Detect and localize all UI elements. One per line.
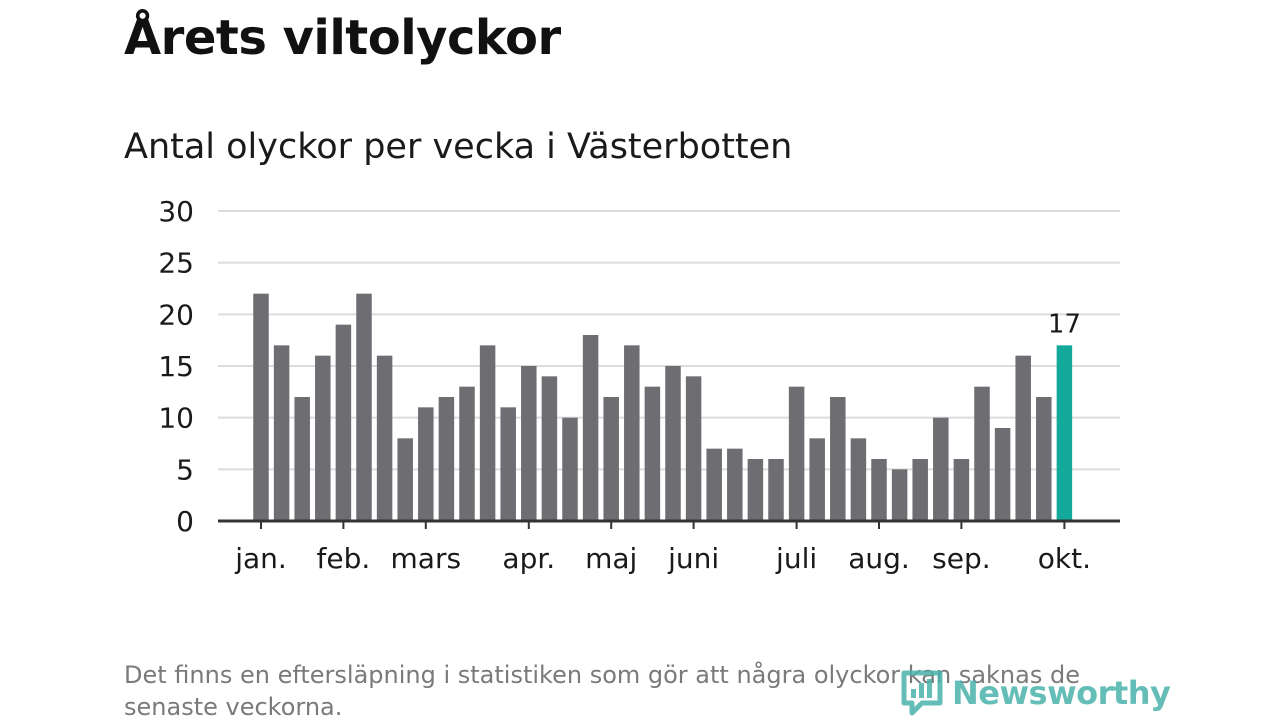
bar xyxy=(624,345,640,521)
bar xyxy=(788,386,805,521)
bar xyxy=(974,386,990,521)
bar xyxy=(706,448,722,521)
newsworthy-logo: Newsworthy xyxy=(900,668,1171,718)
bar xyxy=(644,386,661,521)
x-tick-label: feb. xyxy=(317,542,371,575)
bar xyxy=(1036,397,1052,521)
x-tick-label: okt. xyxy=(1038,542,1091,575)
bar xyxy=(685,376,702,521)
bar xyxy=(562,417,578,521)
y-tick-label-15: 15 xyxy=(158,350,194,383)
y-tick-label-0: 0 xyxy=(176,505,194,538)
bar xyxy=(768,459,784,521)
bar xyxy=(500,407,516,521)
bar xyxy=(479,345,496,521)
bar xyxy=(356,293,372,521)
x-tick-label: maj xyxy=(585,542,637,575)
bar xyxy=(438,397,455,521)
chart-subtitle: Antal olyckor per vecka i Västerbotten xyxy=(124,127,793,167)
bar xyxy=(933,417,949,521)
bar xyxy=(747,459,764,521)
x-tick-label: mars xyxy=(391,542,462,575)
bar xyxy=(582,335,599,521)
bar xyxy=(665,366,681,521)
bar-highlight xyxy=(1056,345,1073,521)
bar xyxy=(830,397,846,521)
x-tick-label: jan. xyxy=(234,542,287,575)
bar xyxy=(912,459,928,521)
page-title: Årets viltolyckor xyxy=(124,10,561,66)
bar xyxy=(994,428,1011,521)
bar xyxy=(397,438,413,521)
y-tick-label-10: 10 xyxy=(158,402,194,435)
bar xyxy=(727,448,743,521)
bar xyxy=(891,469,908,521)
bar xyxy=(809,438,825,521)
y-tick-label-20: 20 xyxy=(158,298,194,331)
x-tick-label: sep. xyxy=(932,542,991,575)
x-tick-label: apr. xyxy=(502,542,555,575)
bar xyxy=(541,376,558,521)
x-tick-label: juni xyxy=(667,542,719,575)
bar xyxy=(376,355,393,521)
bar xyxy=(953,459,970,521)
y-tick-label-30: 30 xyxy=(158,195,194,228)
y-tick-label-25: 25 xyxy=(158,247,194,280)
logo-text: Newsworthy xyxy=(952,674,1171,712)
newsworthy-logo-icon xyxy=(901,670,943,716)
bar xyxy=(294,397,310,521)
bar xyxy=(418,407,434,521)
bar xyxy=(315,355,331,521)
bar xyxy=(459,386,475,521)
bar xyxy=(273,345,290,521)
x-tick-label: juli xyxy=(775,542,817,575)
bar xyxy=(871,459,887,521)
bar xyxy=(603,397,619,521)
bar xyxy=(1015,355,1031,521)
bar xyxy=(253,293,269,521)
bar xyxy=(850,438,867,521)
x-tick-label: aug. xyxy=(848,542,910,575)
highlight-data-label: 17 xyxy=(1048,309,1081,339)
bar xyxy=(521,366,537,521)
bar xyxy=(335,324,352,521)
y-tick-label-5: 5 xyxy=(176,453,194,486)
